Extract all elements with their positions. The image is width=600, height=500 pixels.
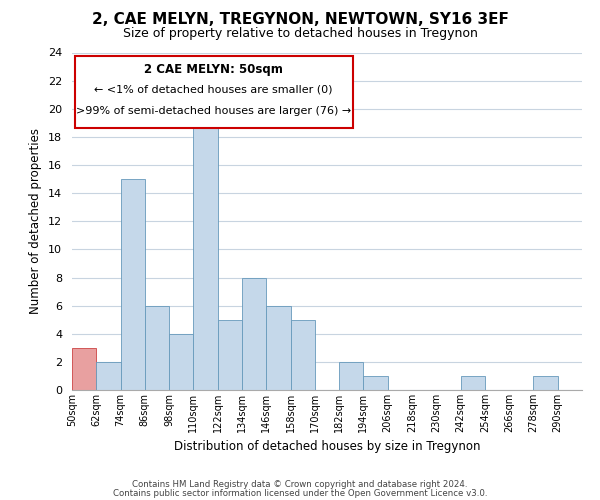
Text: Contains public sector information licensed under the Open Government Licence v3: Contains public sector information licen… [113, 490, 487, 498]
FancyBboxPatch shape [74, 56, 353, 128]
X-axis label: Distribution of detached houses by size in Tregynon: Distribution of detached houses by size … [174, 440, 480, 454]
Bar [266, 306, 290, 390]
Bar [533, 376, 558, 390]
Text: >99% of semi-detached houses are larger (76) →: >99% of semi-detached houses are larger … [76, 106, 351, 116]
Bar [218, 320, 242, 390]
Text: 2 CAE MELYN: 50sqm: 2 CAE MELYN: 50sqm [144, 64, 283, 76]
Bar [72, 348, 96, 390]
Y-axis label: Number of detached properties: Number of detached properties [29, 128, 43, 314]
Bar [193, 123, 218, 390]
Text: Size of property relative to detached houses in Tregynon: Size of property relative to detached ho… [122, 28, 478, 40]
Bar [121, 179, 145, 390]
Bar [290, 320, 315, 390]
Bar [169, 334, 193, 390]
Bar [364, 376, 388, 390]
Bar [461, 376, 485, 390]
Text: Contains HM Land Registry data © Crown copyright and database right 2024.: Contains HM Land Registry data © Crown c… [132, 480, 468, 489]
Bar [242, 278, 266, 390]
Text: 2, CAE MELYN, TREGYNON, NEWTOWN, SY16 3EF: 2, CAE MELYN, TREGYNON, NEWTOWN, SY16 3E… [92, 12, 508, 28]
Bar [339, 362, 364, 390]
Bar [96, 362, 121, 390]
Text: ← <1% of detached houses are smaller (0): ← <1% of detached houses are smaller (0) [94, 84, 333, 94]
Bar [145, 306, 169, 390]
